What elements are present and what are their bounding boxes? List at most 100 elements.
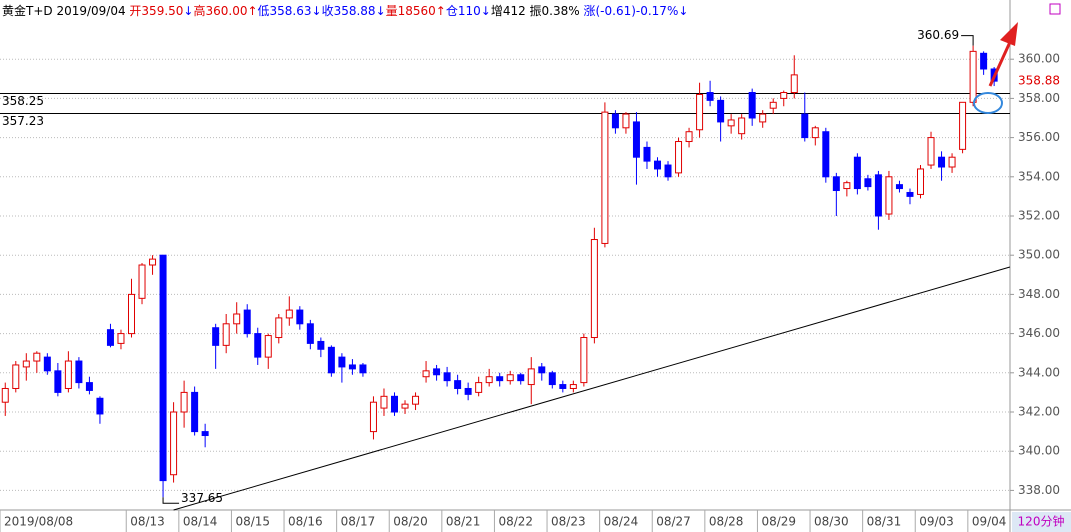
high-leader <box>961 35 974 46</box>
candle-body <box>117 333 125 344</box>
candle-body <box>475 382 483 393</box>
header-part: 涨(-0.61)-0.17%↓ <box>583 3 688 18</box>
x-tick-label: 09/04 <box>972 515 1007 529</box>
candle-body <box>790 74 798 94</box>
candle-body <box>675 141 683 174</box>
candle-body <box>622 113 630 129</box>
candle-body <box>938 156 946 168</box>
candle-body <box>496 376 504 382</box>
header-part: 增412 振0.38% <box>491 4 584 18</box>
candle-body <box>128 293 135 335</box>
candle-body <box>54 370 62 393</box>
candle-body <box>853 156 861 190</box>
candle-body <box>233 313 241 325</box>
candle-body <box>359 364 367 374</box>
window-icon[interactable] <box>1049 3 1061 15</box>
candle-body <box>590 239 598 339</box>
period-box <box>1012 512 1071 532</box>
candle-body <box>569 384 577 389</box>
candle-body <box>527 368 535 386</box>
x-tick-label: 2019/08/08 <box>4 515 73 529</box>
candle-body <box>327 346 335 374</box>
header-part: 量18560↑ <box>386 4 446 18</box>
x-tick-label: 08/17 <box>341 515 376 529</box>
candle-body <box>727 119 735 127</box>
candle-body <box>443 372 451 382</box>
x-tick-label: 08/13 <box>130 515 165 529</box>
candle-body <box>917 168 924 195</box>
header-part: ↓ <box>183 4 193 18</box>
y-tick-label: 360.00 <box>1018 52 1060 66</box>
header-part: 黄金T+D 2019/09/04 <box>2 3 129 18</box>
candle-body <box>632 121 640 158</box>
candle-body <box>348 364 356 370</box>
candle-body <box>559 384 567 389</box>
x-tick-label: 08/15 <box>235 515 270 529</box>
candle-body <box>843 182 851 190</box>
x-tick-label: 08/27 <box>656 515 691 529</box>
candle-body <box>254 333 262 358</box>
annotation-arrow <box>973 22 1018 114</box>
candle-body <box>969 50 977 103</box>
x-tick-label: 08/23 <box>551 515 586 529</box>
high-label: 360.69 <box>917 28 959 42</box>
x-tick-label: 08/20 <box>393 515 428 529</box>
x-tick-label: 08/29 <box>761 515 796 529</box>
candle-body <box>306 323 314 344</box>
candle-body <box>159 254 167 482</box>
candle-body <box>149 258 157 266</box>
candle-body <box>759 113 767 123</box>
candle-body <box>780 92 788 99</box>
candle-body <box>317 340 325 350</box>
x-tick-label: 08/24 <box>604 515 639 529</box>
candle-body <box>338 356 346 368</box>
candle-body <box>801 113 809 139</box>
candle-body <box>832 176 840 192</box>
candle-body <box>895 184 903 190</box>
y-tick-label: 338.00 <box>1018 483 1060 497</box>
candle-body <box>222 323 230 346</box>
period-label: 120分钟 <box>1018 514 1065 529</box>
candle-body <box>180 391 188 413</box>
candle-body <box>506 374 514 382</box>
candle-body <box>191 391 199 433</box>
candle-body <box>927 137 935 166</box>
candle-body <box>380 395 388 409</box>
candle-body <box>769 101 777 109</box>
candle-body <box>22 360 30 368</box>
candle-body <box>96 397 104 415</box>
x-tick-label: 08/31 <box>867 515 902 529</box>
x-tick-label: 08/16 <box>288 515 323 529</box>
last-price-label: 358.88 <box>1018 74 1060 88</box>
candle-body <box>412 395 420 405</box>
header-part: 低358.63↓收358.88↓ <box>258 4 386 18</box>
candle-body <box>285 309 293 319</box>
low-label: 337.65 <box>181 491 223 505</box>
candle-body <box>811 127 819 139</box>
candle-body <box>980 52 988 70</box>
y-tick-label: 348.00 <box>1018 287 1060 301</box>
candle-body <box>654 160 661 170</box>
candle-body <box>391 395 398 413</box>
trendline <box>173 266 1011 511</box>
candle-body <box>580 337 588 384</box>
candle-body <box>822 131 830 178</box>
candle-body <box>106 329 114 346</box>
candle-body <box>548 372 556 386</box>
candle-body <box>464 387 472 395</box>
candle-body <box>296 309 304 325</box>
candle-body <box>243 309 251 335</box>
level-label: 358.25 <box>2 94 44 108</box>
y-tick-label: 350.00 <box>1018 248 1060 262</box>
y-tick-label: 344.00 <box>1018 365 1060 379</box>
candle-body <box>611 113 619 129</box>
candle-body <box>85 382 93 391</box>
candle-body <box>601 111 609 244</box>
y-tick-label: 340.00 <box>1018 444 1060 458</box>
candle-body <box>485 376 493 384</box>
candle-body <box>738 117 746 135</box>
candle-body <box>433 368 441 376</box>
low-leader <box>162 497 180 504</box>
